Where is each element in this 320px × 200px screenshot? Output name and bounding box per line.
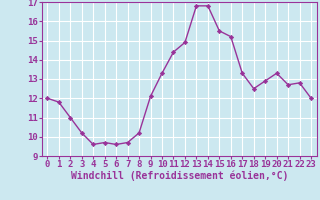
X-axis label: Windchill (Refroidissement éolien,°C): Windchill (Refroidissement éolien,°C) xyxy=(70,171,288,181)
